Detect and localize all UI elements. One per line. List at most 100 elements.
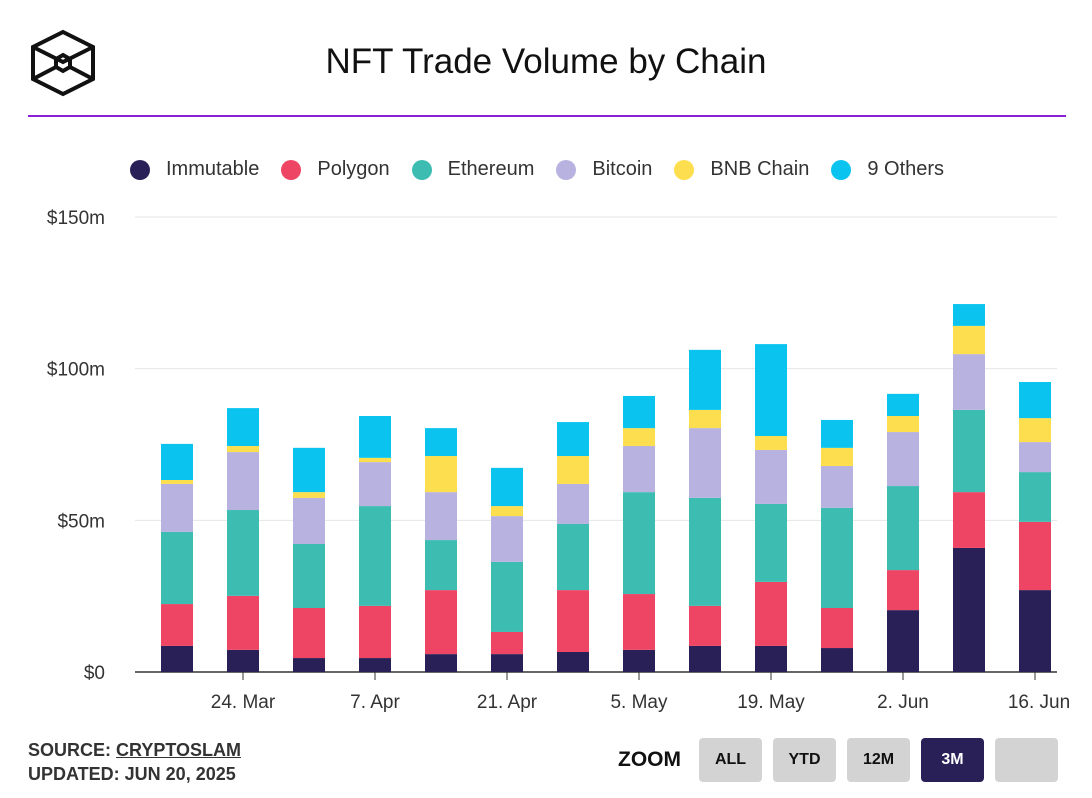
bar-segment-immutable bbox=[953, 547, 985, 672]
bar-segment-9-others bbox=[161, 443, 193, 480]
bar-segment-bitcoin bbox=[755, 449, 787, 504]
bar-segment-immutable bbox=[491, 654, 523, 672]
bar-segment-9-others bbox=[293, 447, 325, 493]
bar-segment-bitcoin bbox=[227, 452, 259, 511]
bar-segment-ethereum bbox=[689, 497, 721, 606]
logo bbox=[28, 28, 98, 103]
x-tick-label: 5. May bbox=[610, 692, 668, 713]
bar-segment-bnb-chain bbox=[953, 325, 985, 355]
bar-segment-immutable bbox=[755, 645, 787, 672]
bar-segment-9-others bbox=[359, 415, 391, 458]
bar-segment-bnb-chain bbox=[161, 479, 193, 484]
legend-dot-icon bbox=[130, 159, 150, 180]
bar-segment-bitcoin bbox=[557, 483, 589, 524]
bar-segment-bitcoin bbox=[1019, 442, 1051, 473]
legend-item[interactable]: Immutable bbox=[130, 158, 259, 181]
bar-segment-immutable bbox=[227, 649, 259, 672]
bar-segment-immutable bbox=[887, 610, 919, 672]
bar-segment-immutable bbox=[161, 645, 193, 672]
source-label: SOURCE: bbox=[28, 740, 112, 760]
bar-segment-bnb-chain bbox=[821, 447, 853, 467]
title-divider bbox=[28, 115, 1066, 117]
bar-segment-immutable bbox=[689, 645, 721, 672]
legend-dot-icon bbox=[831, 159, 852, 180]
legend-label: 9 Others bbox=[867, 158, 945, 180]
y-tick-label: $100m bbox=[47, 360, 105, 381]
bar-segment-ethereum bbox=[491, 561, 523, 632]
bar-segment-bnb-chain bbox=[689, 409, 721, 429]
legend-dot-icon bbox=[556, 159, 577, 180]
bar-segment-polygon bbox=[491, 631, 523, 655]
x-tick-label: 7. Apr bbox=[350, 692, 400, 713]
bar-segment-ethereum bbox=[623, 492, 655, 595]
bar-segment-bnb-chain bbox=[1019, 418, 1051, 443]
bar-segment-bitcoin bbox=[623, 446, 655, 493]
bar-segment-bnb-chain bbox=[557, 456, 589, 484]
legend-label: Ethereum bbox=[447, 158, 535, 180]
legend-dot-icon bbox=[674, 159, 695, 180]
source-link[interactable]: CRYPTOSLAM bbox=[116, 740, 242, 760]
bar-segment-ethereum bbox=[359, 506, 391, 606]
bar-segment-ethereum bbox=[293, 543, 325, 608]
bar-segment-ethereum bbox=[1019, 472, 1051, 522]
bar-segment-bitcoin bbox=[887, 432, 919, 487]
x-tick-label: 16. Jun bbox=[1008, 692, 1070, 713]
bar-segment-polygon bbox=[887, 570, 919, 611]
bar-segment-bitcoin bbox=[953, 354, 985, 410]
bar-segment-bitcoin bbox=[821, 466, 853, 508]
bar-segment-polygon bbox=[1019, 521, 1051, 591]
stacked-bar-chart: $0 $50m $100m $150m 24. Mar 7. Apr 21. Apr 5. M… bbox=[47, 208, 1070, 713]
bar-segment-ethereum bbox=[557, 523, 589, 591]
bar-segment-bitcoin bbox=[293, 497, 325, 544]
bar-segment-9-others bbox=[755, 344, 787, 437]
chart-title: NFT Trade Volume by Chain bbox=[325, 42, 767, 81]
zoom-all-button[interactable]: ALL bbox=[699, 738, 762, 782]
x-tick-label: 24. Mar bbox=[211, 692, 276, 713]
x-tick-label: 21. Apr bbox=[477, 692, 538, 713]
bar-segment-immutable bbox=[623, 649, 655, 672]
bar-segment-immutable bbox=[359, 658, 391, 672]
bar-segment-9-others bbox=[557, 422, 589, 457]
bar-segment-polygon bbox=[161, 604, 193, 646]
zoom-label: ZOOM bbox=[618, 748, 681, 771]
bar-segment-bnb-chain bbox=[623, 428, 655, 447]
bar-segment-immutable bbox=[557, 651, 589, 672]
legend-item[interactable]: Polygon bbox=[281, 158, 390, 181]
bar-segment-9-others bbox=[689, 349, 721, 410]
source-info: SOURCE: CRYPTOSLAM UPDATED: JUN 20, 2025 bbox=[28, 738, 241, 786]
cube-logo-icon bbox=[31, 29, 95, 97]
bar-segment-ethereum bbox=[227, 510, 259, 596]
y-tick-label: $0 bbox=[84, 663, 105, 684]
legend-item[interactable]: Ethereum bbox=[411, 158, 535, 181]
bar-segment-ethereum bbox=[887, 486, 919, 571]
bar-segment-bnb-chain bbox=[293, 492, 325, 498]
bar-segment-bnb-chain bbox=[359, 457, 391, 463]
legend-dot-icon bbox=[411, 159, 432, 180]
bar-segment-bitcoin bbox=[491, 516, 523, 562]
zoom-extra-button[interactable] bbox=[995, 738, 1058, 782]
bar-segment-polygon bbox=[293, 607, 325, 659]
bar-segment-bitcoin bbox=[425, 492, 457, 541]
bar-segment-polygon bbox=[623, 594, 655, 650]
zoom-ytd-button[interactable]: YTD bbox=[773, 738, 836, 782]
legend-item[interactable]: Bitcoin bbox=[556, 158, 652, 181]
bar-segment-polygon bbox=[953, 492, 985, 548]
x-tick-label: 19. May bbox=[737, 692, 805, 713]
y-tick-label: $50m bbox=[57, 511, 105, 532]
legend: Immutable Polygon Ethereum Bitcoin BNB Chain… bbox=[130, 158, 966, 181]
zoom-3m-button[interactable]: 3M bbox=[921, 738, 984, 782]
zoom-12m-button[interactable]: 12M bbox=[847, 738, 910, 782]
bar-segment-polygon bbox=[689, 605, 721, 646]
bar-segment-9-others bbox=[1019, 382, 1051, 419]
bar-segment-bnb-chain bbox=[887, 415, 919, 433]
bar-segment-polygon bbox=[425, 590, 457, 655]
legend-item[interactable]: BNB Chain bbox=[674, 158, 809, 181]
legend-label: Bitcoin bbox=[592, 158, 653, 180]
bar-segment-9-others bbox=[821, 419, 853, 448]
bar-segment-polygon bbox=[227, 595, 259, 650]
legend-item[interactable]: 9 Others bbox=[831, 158, 944, 181]
bar-segment-polygon bbox=[821, 607, 853, 649]
bar-segment-ethereum bbox=[425, 540, 457, 591]
bar-segment-polygon bbox=[359, 605, 391, 659]
bar-segment-immutable bbox=[425, 654, 457, 672]
